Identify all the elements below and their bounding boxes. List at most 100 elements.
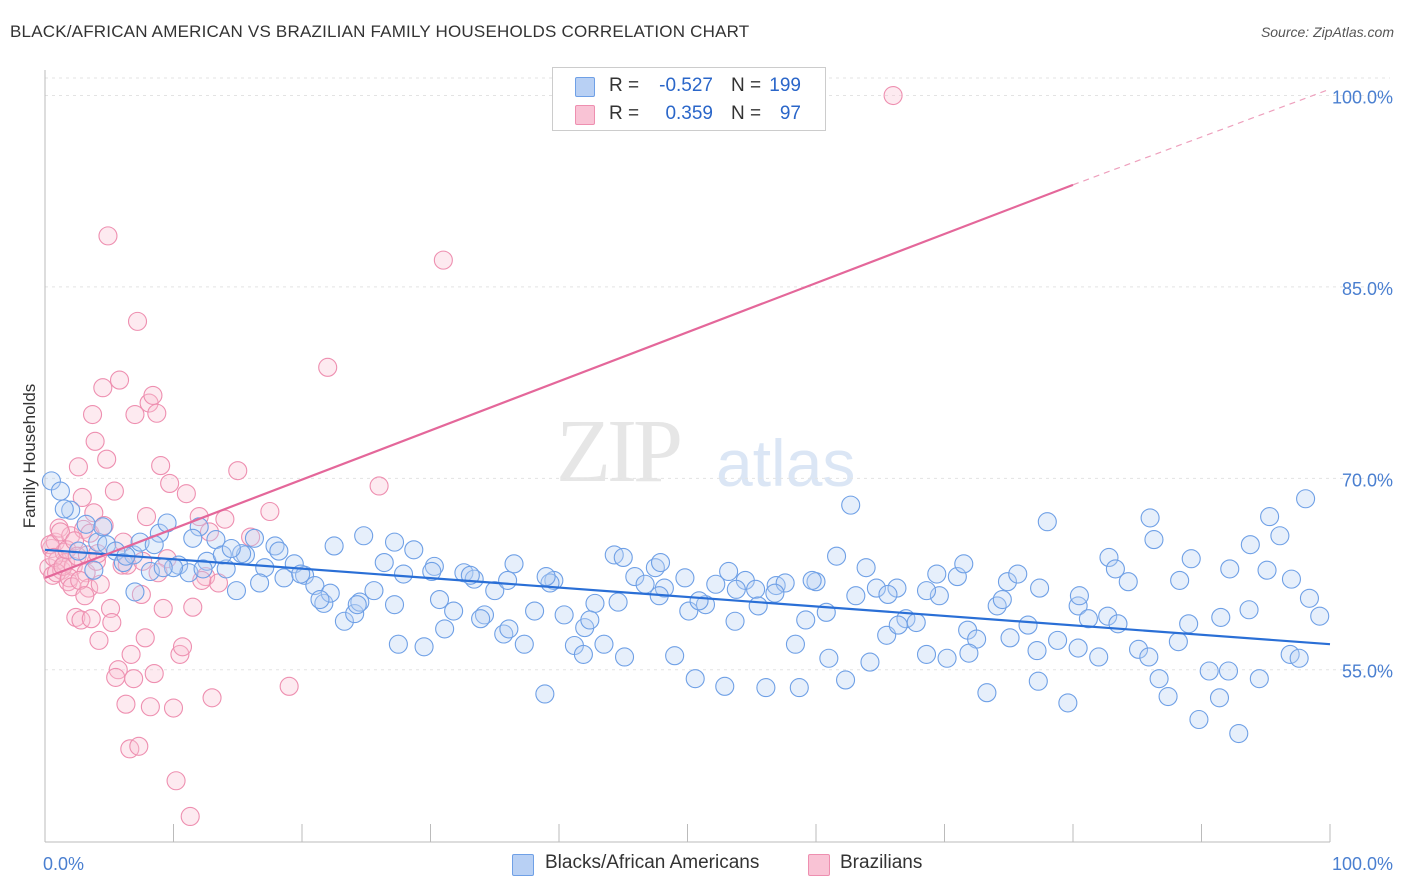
legend-r-label: R = bbox=[609, 103, 640, 124]
blacks-point bbox=[494, 624, 514, 644]
blacks-point bbox=[1281, 569, 1301, 589]
blacks-point bbox=[1289, 648, 1309, 668]
blacks-point bbox=[1181, 549, 1201, 569]
blacks-point bbox=[193, 559, 213, 579]
brazilians-point bbox=[68, 457, 88, 477]
bottom-legend-swatch-blacks bbox=[512, 854, 534, 876]
blacks-point bbox=[927, 564, 947, 584]
blacks-point bbox=[916, 644, 937, 664]
blacks-point bbox=[1310, 606, 1330, 626]
blacks-point bbox=[725, 611, 745, 631]
brazilians-point bbox=[108, 660, 128, 680]
blacks-point bbox=[414, 637, 434, 657]
blacks-point bbox=[1260, 507, 1280, 527]
blacks-point bbox=[1105, 559, 1125, 579]
blacks-point bbox=[404, 540, 424, 560]
brazilians-point bbox=[106, 667, 126, 687]
brazilians-point bbox=[65, 531, 85, 551]
blacks-point bbox=[485, 581, 505, 601]
blacks-point bbox=[685, 669, 705, 689]
brazilians-point bbox=[70, 570, 90, 590]
blacks-point bbox=[625, 567, 645, 587]
brazilians-point bbox=[102, 612, 122, 633]
blacks-point bbox=[1139, 647, 1159, 667]
blacks-point bbox=[650, 552, 671, 573]
blacks-point bbox=[819, 648, 839, 668]
blacks-point bbox=[1249, 669, 1269, 689]
brazilians-point bbox=[153, 598, 173, 619]
blacks-point bbox=[334, 611, 354, 631]
brazilians-point bbox=[202, 688, 222, 708]
blacks-point bbox=[746, 579, 766, 599]
blacks-point bbox=[1158, 686, 1178, 707]
blacks-point bbox=[536, 567, 556, 587]
y-tick-label: 55.0% bbox=[1342, 662, 1393, 682]
blacks-point bbox=[954, 554, 974, 574]
blacks-point bbox=[937, 648, 957, 668]
blacks-point bbox=[916, 581, 937, 601]
blacks-point bbox=[1018, 615, 1038, 635]
blacks-point bbox=[1069, 586, 1089, 606]
brazilians-point bbox=[72, 487, 92, 508]
blacks-point bbox=[1037, 512, 1057, 532]
brazilians-point bbox=[98, 226, 118, 246]
trend-lines bbox=[44, 88, 1331, 646]
blacks-point bbox=[645, 558, 665, 578]
blacks-point bbox=[719, 561, 739, 582]
blacks-point bbox=[1240, 535, 1260, 555]
brazilians-trend-line bbox=[44, 183, 1074, 579]
brazilians-point bbox=[124, 669, 144, 689]
blacks-point bbox=[498, 570, 518, 590]
blacks-point bbox=[232, 544, 252, 564]
blacks-point bbox=[1211, 607, 1231, 627]
brazilians-point bbox=[116, 694, 136, 714]
brazilians-points bbox=[39, 85, 903, 827]
legend-r-label: R = bbox=[609, 75, 640, 96]
brazilians-point bbox=[170, 644, 190, 664]
brazilians-point bbox=[97, 449, 117, 469]
correlation-legend: R = -0.527 N = 199 R = 0.359 N = 97 bbox=[552, 67, 826, 131]
brazilians-point bbox=[135, 628, 155, 648]
y-tick-label: 70.0% bbox=[1342, 470, 1393, 490]
blacks-point bbox=[878, 584, 898, 604]
blacks-point bbox=[706, 574, 726, 594]
brazilians-point bbox=[163, 698, 184, 718]
brazilians-point bbox=[260, 501, 280, 522]
blacks-point bbox=[614, 647, 635, 667]
blacks-point bbox=[140, 561, 160, 582]
blacks-point bbox=[1098, 606, 1118, 626]
blacks-point bbox=[846, 586, 866, 606]
blacks-point bbox=[1027, 641, 1047, 661]
legend-row-blacks: R = -0.527 N = 199 bbox=[553, 72, 825, 100]
legend-swatch-brazilians bbox=[575, 105, 595, 125]
brazilians-point bbox=[121, 644, 141, 664]
axes bbox=[44, 70, 1331, 843]
blacks-point bbox=[608, 592, 628, 612]
blacks-point bbox=[977, 683, 997, 703]
blacks-point bbox=[388, 634, 408, 654]
blacks-points bbox=[41, 471, 1330, 744]
blacks-point bbox=[866, 578, 886, 598]
blacks-point bbox=[785, 634, 805, 654]
y-tick-label: 100.0% bbox=[1332, 88, 1393, 108]
blacks-point bbox=[244, 528, 265, 548]
brazilians-point bbox=[85, 431, 105, 451]
blacks-point bbox=[836, 670, 856, 690]
brazilians-point bbox=[228, 461, 248, 481]
blacks-point bbox=[841, 495, 861, 515]
blacks-point bbox=[226, 581, 247, 601]
legend-swatch-blacks bbox=[575, 77, 595, 97]
brazilians-point bbox=[82, 404, 103, 425]
blacks-point bbox=[1118, 572, 1138, 592]
brazilians-point bbox=[180, 806, 200, 827]
blacks-point bbox=[573, 644, 593, 664]
blacks-point bbox=[802, 570, 822, 590]
blacks-point bbox=[1218, 661, 1239, 681]
source-label: Source: ZipAtlas.com bbox=[1260, 24, 1394, 40]
blacks-point bbox=[347, 595, 367, 615]
brazilians-point bbox=[71, 610, 91, 630]
blacks-point bbox=[1068, 638, 1088, 658]
blacks-point bbox=[1140, 508, 1160, 528]
brazilians-point bbox=[50, 522, 70, 542]
